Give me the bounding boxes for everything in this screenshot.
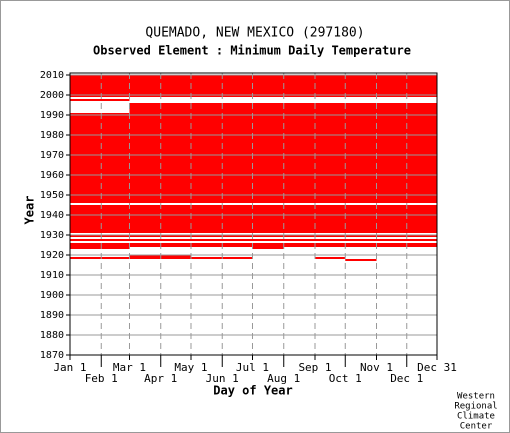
data-block: [129, 103, 437, 113]
x-axis-label: Day of Year: [213, 384, 292, 398]
y-tick-label: 1930: [40, 230, 64, 241]
x-tick-label: Mar 1: [113, 361, 146, 374]
data-block: [70, 239, 437, 241]
plot-border: [69, 72, 438, 356]
x-tick-label: Aug 1: [267, 372, 300, 385]
y-tick-label: 1950: [40, 190, 64, 201]
y-tick-label: 1880: [40, 330, 64, 341]
x-tick-label: Oct 1: [329, 372, 362, 385]
x-tick-label: Feb 1: [85, 372, 118, 385]
x-tick-label: Jan 1: [53, 361, 86, 374]
x-tick-label: Sep 1: [298, 361, 331, 374]
y-tick-label: 1900: [40, 290, 64, 301]
credit: Climate: [457, 412, 495, 422]
data-block: [129, 255, 191, 259]
data-block: [315, 257, 346, 259]
data-block: [252, 247, 284, 249]
data-block: [345, 259, 377, 261]
y-tick-label: 2010: [40, 70, 64, 81]
data-block: [190, 257, 253, 259]
x-tick-label: Jul 1: [236, 361, 269, 374]
x-tick-label: Nov 1: [360, 361, 393, 374]
y-tick-label: 1970: [40, 150, 64, 161]
y-tick-label: 1910: [40, 270, 64, 281]
data-block: [70, 113, 437, 203]
y-tick-label: 1960: [40, 170, 64, 181]
x-tick-label: May 1: [174, 361, 207, 374]
x-tick-label: Apr 1: [144, 372, 177, 385]
y-tick-label: 1870: [40, 350, 64, 361]
x-tick-label: Jun 1: [206, 372, 239, 385]
y-tick-label: 1940: [40, 210, 64, 221]
data-block: [70, 205, 437, 233]
credit: Center: [460, 422, 493, 432]
y-tick-label: 2000: [40, 90, 64, 101]
data-block: [70, 247, 130, 249]
data-block: [70, 99, 130, 101]
chart-subtitle: Observed Element : Minimum Daily Tempera…: [93, 44, 411, 58]
data-block: [70, 243, 437, 247]
data-block: [70, 235, 437, 237]
data-block: [70, 257, 130, 259]
y-tick-label: 1990: [40, 110, 64, 121]
credit: Western: [457, 392, 495, 402]
y-tick-label: 1890: [40, 310, 64, 321]
x-tick-label: Dec 1: [390, 372, 423, 385]
credit: Regional: [454, 402, 497, 412]
data-block: [70, 75, 437, 97]
y-axis-label: Year: [23, 196, 37, 225]
chart-title: QUEMADO, NEW MEXICO (297180): [145, 26, 364, 41]
x-tick-label: Dec 31: [417, 361, 457, 374]
y-tick-label: 1980: [40, 130, 64, 141]
y-tick-label: 1920: [40, 250, 64, 261]
